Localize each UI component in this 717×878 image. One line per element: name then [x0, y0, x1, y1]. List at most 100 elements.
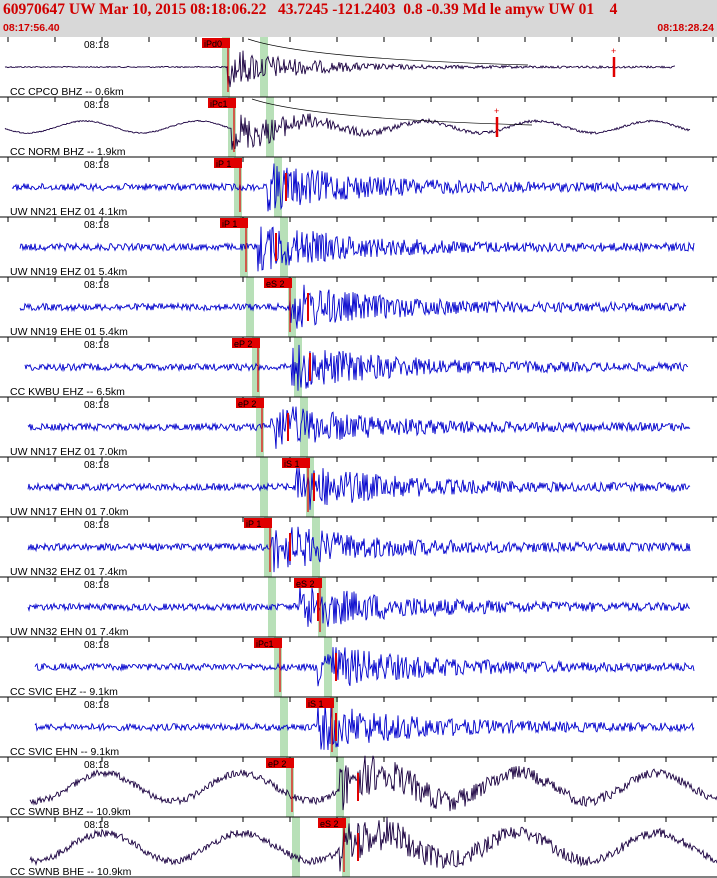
- time-ticks: [7, 337, 714, 342]
- event-header: 60970647 UW Mar 10, 2015 08:18:06.22 43.…: [0, 0, 717, 37]
- tick-label: 08:18: [84, 340, 109, 351]
- trace-row[interactable]: 08:18 eS 2 CC SWNB BHE -- 10.9km: [0, 817, 717, 878]
- p-window-band: [256, 397, 264, 457]
- phase-pick-label: iPc1: [256, 639, 274, 649]
- tick-label: 08:18: [84, 400, 109, 411]
- p-window-band: [286, 757, 294, 817]
- s-window-band: [280, 217, 288, 277]
- p-window-band: [228, 97, 236, 157]
- phase-pick-tag[interactable]: [282, 458, 310, 468]
- tick-label: 08:18: [84, 640, 109, 651]
- p-window-band: [274, 637, 282, 697]
- trace-row[interactable]: 08:18 iP 1 UW NN19 EHZ 01 5.4km: [0, 217, 717, 278]
- phase-pick-tag[interactable]: [232, 338, 260, 348]
- time-ticks: [7, 277, 714, 282]
- trace-row[interactable]: 08:18 iPd0 + CC CPCO BHZ -- 0.6km: [0, 37, 717, 98]
- phase-pick-label: iP 1: [246, 519, 261, 529]
- trace-row[interactable]: 08:18 eP 2 CC KWBU EHZ -- 6.5km: [0, 337, 717, 398]
- time-ticks: [7, 37, 714, 42]
- time-ticks: [7, 577, 714, 582]
- s-window-band: [266, 97, 274, 157]
- waveform: [4, 50, 675, 88]
- phase-pick-label: eP 2: [234, 339, 252, 349]
- s-window-band: [300, 397, 308, 457]
- trace-row[interactable]: 08:18 iP 1 UW NN21 EHZ 01 4.1km: [0, 157, 717, 218]
- phase-pick-label: eS 2: [320, 819, 339, 829]
- time-ticks: [7, 397, 714, 402]
- time-ticks: [7, 637, 714, 642]
- tick-label: 08:18: [84, 580, 109, 591]
- tick-label: 08:18: [84, 520, 109, 531]
- tick-label: 08:18: [84, 280, 109, 291]
- waveform: [19, 284, 687, 329]
- station-label: CC SVIC EHZ -- 9.1km: [10, 686, 118, 698]
- p-window-band: [292, 817, 300, 877]
- station-label: UW NN19 EHE 01 5.4km: [10, 326, 128, 338]
- time-ticks: [7, 697, 714, 702]
- phase-pick-tag[interactable]: [264, 278, 292, 288]
- s-window-band: [342, 817, 350, 877]
- start-time-label: 08:17:56.40: [3, 22, 60, 34]
- trace-row[interactable]: 08:18 eP 2 CC SWNB BHZ -- 10.9km: [0, 755, 717, 818]
- waveform: [27, 467, 691, 510]
- trace-row[interactable]: 08:18 eP 2 UW NN17 EHZ 01 7.0km: [0, 397, 717, 458]
- plus-mark: +: [494, 106, 499, 116]
- station-label: UW NN21 EHZ 01 4.1km: [10, 206, 128, 218]
- s-window-band: [324, 637, 332, 697]
- station-label: UW NN32 EHN 01 7.4km: [10, 626, 129, 638]
- p-window-band: [252, 337, 260, 397]
- waveform: [34, 702, 695, 751]
- trace-row[interactable]: 08:18 iS 1 UW NN17 EHN 01 7.0km: [0, 457, 717, 518]
- tick-label: 08:18: [84, 100, 109, 111]
- p-window-band: [240, 217, 248, 277]
- station-label: CC NORM BHZ -- 1.9km: [10, 146, 126, 158]
- waveform: [29, 817, 717, 872]
- waveform: [27, 406, 691, 449]
- tick-label: 08:18: [84, 700, 109, 711]
- phase-pick-label: eP 2: [268, 759, 286, 769]
- phase-pick-tag[interactable]: [306, 698, 334, 708]
- station-label: UW NN17 EHZ 01 7.0km: [10, 446, 128, 458]
- phase-pick-label: iPc1: [210, 99, 228, 109]
- phase-pick-tag[interactable]: [208, 98, 236, 108]
- trace-row[interactable]: 08:18 eS 2 UW NN19 EHE 01 5.4km: [0, 277, 717, 338]
- waveform: [34, 647, 695, 687]
- p-window-band: [264, 517, 272, 577]
- phase-pick-tag[interactable]: [254, 638, 282, 648]
- s-window-band: [312, 517, 320, 577]
- time-ticks: [7, 97, 714, 102]
- trace-row[interactable]: 08:18 iP 1 UW NN32 EHZ 01 7.4km: [0, 517, 717, 578]
- s-window-band: [336, 757, 344, 817]
- phase-pick-label: iPd0: [204, 39, 222, 49]
- trace-row[interactable]: 08:18 iS 1 CC SVIC EHN -- 9.1km: [0, 697, 717, 758]
- phase-pick-tag[interactable]: [294, 578, 322, 588]
- seismogram-panel[interactable]: 08:18 iPd0 + CC CPCO BHZ -- 0.6km 08:18 iPc1 +…: [0, 37, 717, 878]
- waveform: [19, 226, 695, 272]
- end-time-label: 08:18:28.24: [657, 22, 714, 34]
- phase-pick-tag[interactable]: [244, 518, 272, 528]
- coda-envelope: [247, 38, 529, 66]
- s-window-band: [306, 457, 314, 517]
- phase-pick-tag[interactable]: [202, 38, 230, 48]
- trace-row[interactable]: 08:18 iPc1 + CC NORM BHZ -- 1.9km: [0, 97, 717, 158]
- phase-pick-tag[interactable]: [214, 158, 242, 168]
- phase-pick-tag[interactable]: [318, 818, 346, 828]
- trace-row[interactable]: 08:18 iPc1 CC SVIC EHZ -- 9.1km: [0, 637, 717, 698]
- phase-pick-label: iP 1: [216, 159, 231, 169]
- trace-row[interactable]: 08:18 eS 2 UW NN32 EHN 01 7.4km: [0, 577, 717, 638]
- phase-pick-tag[interactable]: [220, 218, 248, 228]
- phase-pick-tag[interactable]: [236, 398, 264, 408]
- phase-pick-label: iS 1: [284, 459, 300, 469]
- phase-pick-label: iS 1: [308, 699, 324, 709]
- phase-pick-tag[interactable]: [266, 758, 294, 768]
- time-ticks: [7, 517, 714, 522]
- s-window-band: [294, 337, 302, 397]
- phase-pick-label: eS 2: [296, 579, 315, 589]
- waveform: [24, 344, 689, 391]
- tick-label: 08:18: [84, 160, 109, 171]
- time-ticks: [7, 217, 714, 222]
- waveform: [4, 113, 691, 150]
- s-window-band: [260, 37, 268, 97]
- waveform: [27, 526, 691, 573]
- station-label: CC SWNB BHE -- 10.9km: [10, 866, 132, 878]
